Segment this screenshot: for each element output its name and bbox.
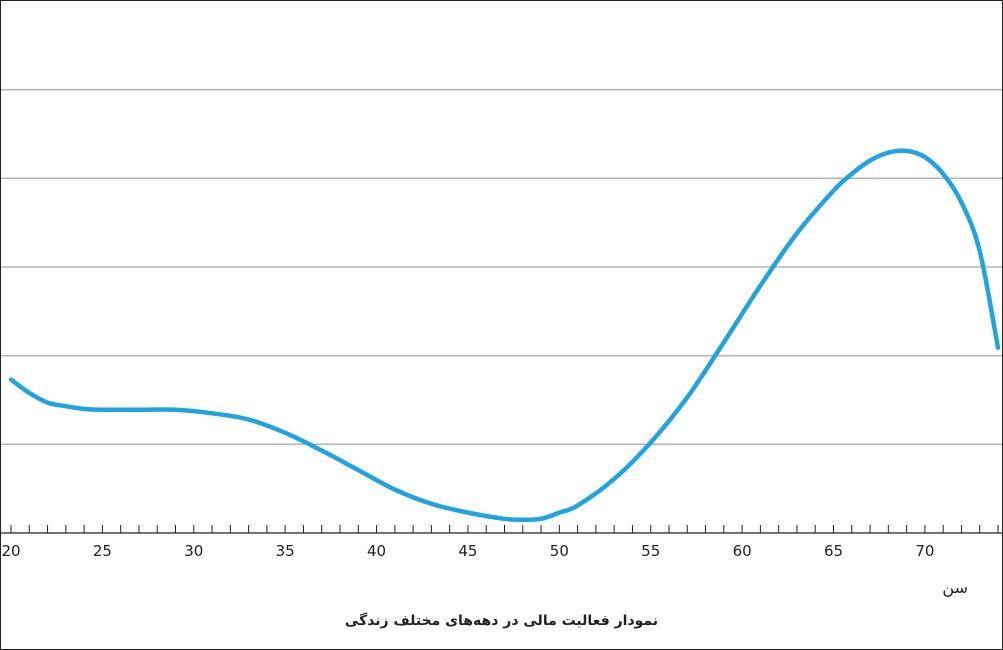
x-tick-label: 20 — [1, 542, 20, 560]
x-tick-label: 50 — [550, 542, 569, 560]
chart-title: نمودار فعالیت مالی در دهه‌های مختلف زندگ… — [344, 613, 659, 629]
x-tick-label: 65 — [824, 542, 843, 560]
x-axis — [1, 525, 1002, 534]
x-tick-label: 40 — [367, 542, 386, 560]
x-tick-label: 60 — [733, 542, 752, 560]
x-tick-label: 25 — [93, 542, 112, 560]
x-tick-label: 35 — [276, 542, 295, 560]
x-tick-label: 45 — [458, 542, 477, 560]
x-tick-label: 30 — [184, 542, 203, 560]
x-tick-label: 55 — [641, 542, 660, 560]
series-line — [8, 148, 1001, 522]
x-tick-label: 70 — [915, 542, 934, 560]
x-axis-title: سن — [942, 578, 968, 597]
series-layer — [8, 148, 1001, 522]
x-tick-labels: 20 25 30 35 40 45 50 55 60 65 70 — [1, 542, 934, 560]
gridlines — [1, 88, 1002, 446]
